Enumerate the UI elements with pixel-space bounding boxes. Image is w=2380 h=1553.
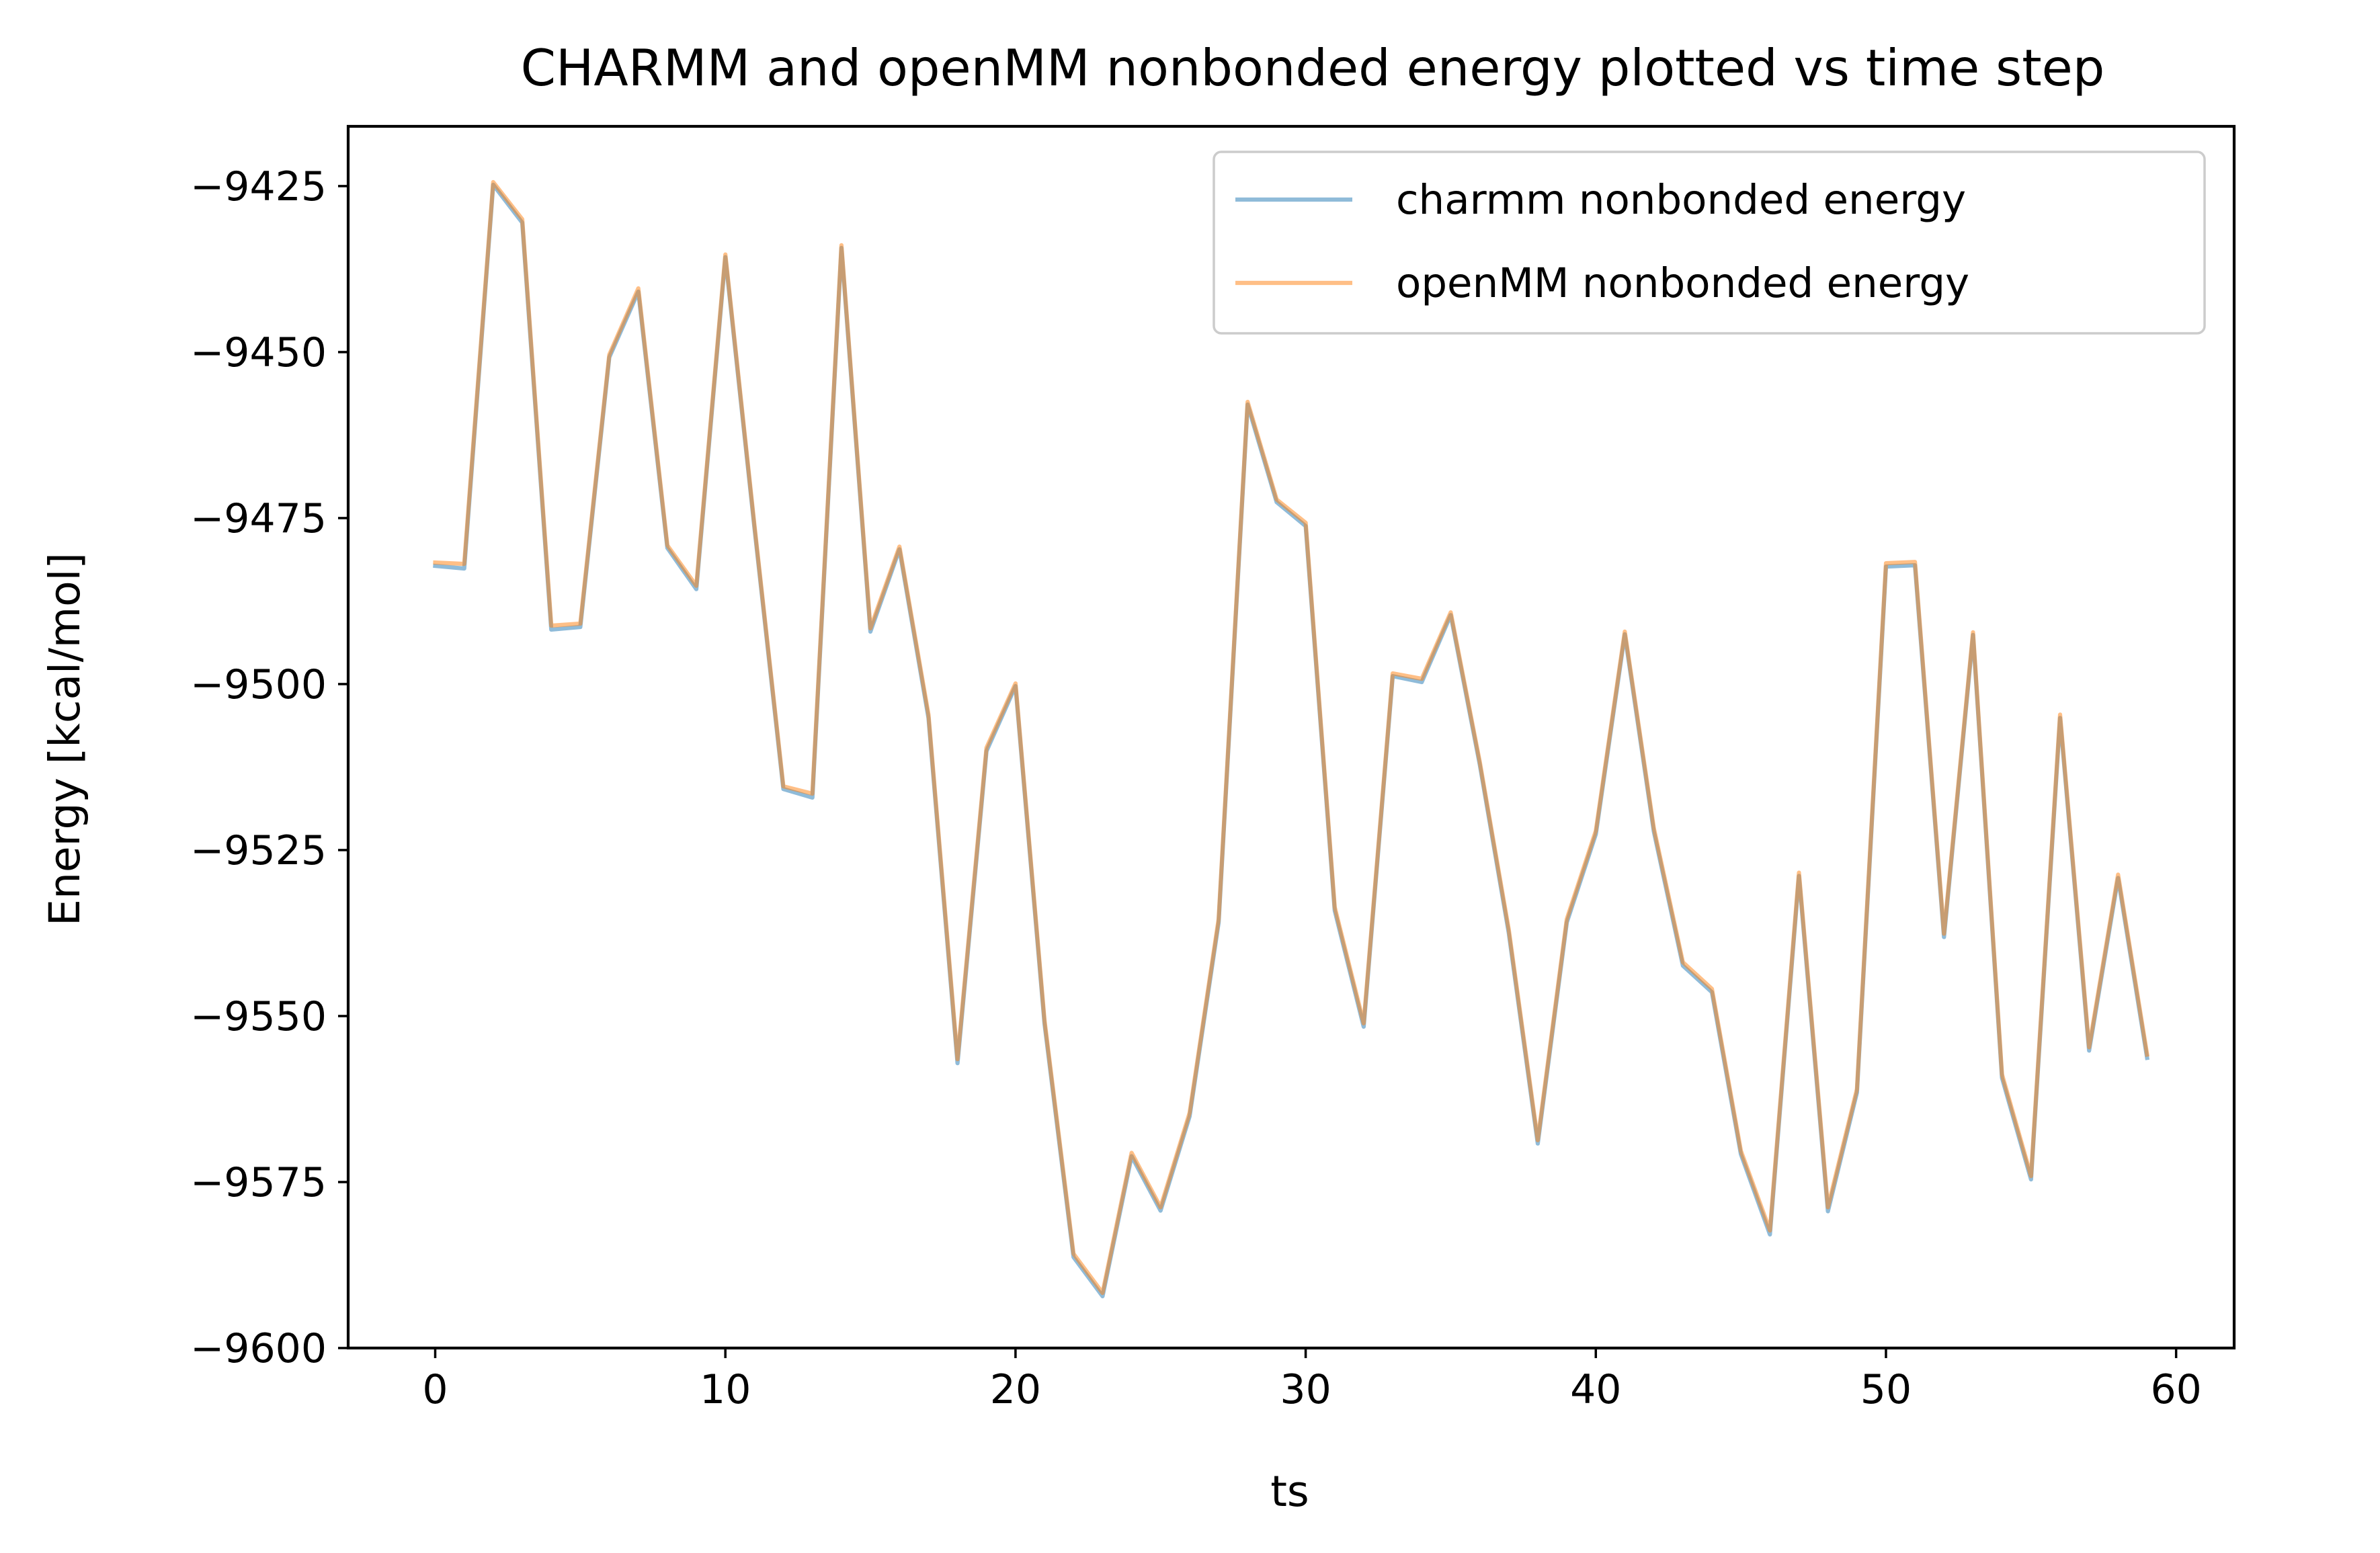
y-tick-label: −9450	[190, 329, 327, 376]
x-tick-label: 20	[990, 1366, 1041, 1413]
x-tick-label: 60	[2150, 1366, 2201, 1413]
x-tick-label: 10	[700, 1366, 751, 1413]
legend-label: openMM nonbonded energy	[1396, 259, 1969, 307]
series-layer	[433, 179, 2150, 1299]
legend-label: charmm nonbonded energy	[1396, 176, 1966, 224]
x-tick-label: 0	[422, 1366, 448, 1413]
chart-title: CHARMM and openMM nonbonded energy plott…	[521, 38, 2105, 97]
y-tick-label: −9525	[190, 827, 327, 874]
y-tick-label: −9500	[190, 661, 327, 708]
ticks-layer: 0 10 20 30 40 50 60 −9425 −9450 −9475 −9500 −9525 −9…	[190, 163, 2202, 1413]
x-tick-label: 50	[1860, 1366, 1912, 1413]
y-tick-label: −9575	[190, 1159, 327, 1206]
axes-frame	[346, 124, 2236, 1350]
y-axis-label: Energy [kcal/mol]	[40, 552, 89, 926]
legend: charmm nonbonded energy openMM nonbonded …	[1213, 151, 2206, 335]
x-tick-label: 40	[1570, 1366, 1621, 1413]
x-axis-label: ts	[1270, 1467, 1309, 1516]
legend-box	[1213, 151, 2206, 335]
y-tick-label: −9425	[190, 163, 327, 210]
y-tick-label: −9475	[190, 495, 327, 542]
series-line-openmm	[433, 179, 2150, 1296]
y-tick-label: −9600	[190, 1325, 327, 1372]
x-tick-label: 30	[1280, 1366, 1331, 1413]
y-tick-label: −9550	[190, 993, 327, 1040]
